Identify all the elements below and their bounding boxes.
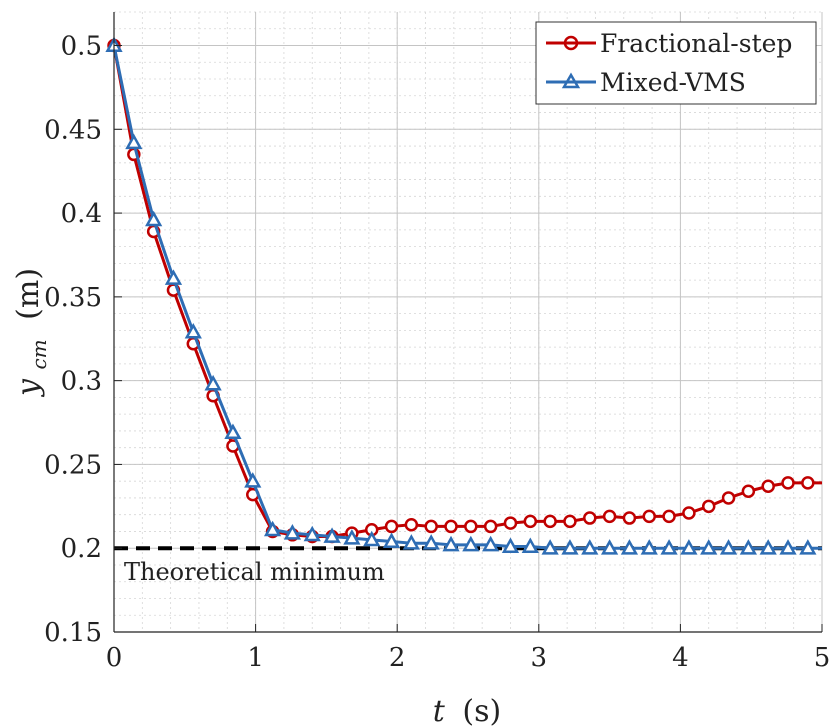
y-axis-label: y cm (m) [11, 268, 54, 398]
data-point-mixed-vms [363, 530, 381, 547]
data-point-fractional-step [721, 491, 736, 505]
x-axis-variable: t [433, 694, 446, 727]
data-point-fractional-step [483, 519, 498, 534]
axes [113, 12, 822, 633]
data-point-mixed-vms [759, 539, 777, 555]
data-point-mixed-vms [660, 539, 678, 555]
data-point-fractional-step [642, 509, 656, 524]
data-point-fractional-step [761, 479, 775, 493]
data-point-mixed-vms [204, 374, 222, 391]
legend-marker-mixed-vms [561, 72, 581, 89]
y-tick-label-0.2: 0.2 [61, 534, 102, 564]
reference-line-label: Theoretical minimum [124, 558, 385, 586]
y-axis-variable: y [11, 378, 46, 398]
data-point-mixed-vms [145, 210, 163, 227]
data-point-fractional-step [563, 514, 577, 529]
x-tick-label-2: 2 [389, 643, 406, 673]
data-point-fractional-step [602, 509, 617, 524]
data-point-fractional-step [404, 518, 419, 532]
y-axis-unit: (m) [11, 268, 46, 320]
data-point-mixed-vms [700, 539, 718, 555]
data-point-fractional-step [523, 514, 538, 529]
data-point-mixed-vms [482, 535, 500, 552]
data-point-mixed-vms [541, 539, 559, 555]
x-axis-unit: (s) [462, 694, 501, 727]
data-point-fractional-step [583, 511, 597, 525]
data-point-mixed-vms [462, 535, 480, 552]
y-tick-label-0.35: 0.35 [44, 283, 102, 313]
data-point-fractional-step [682, 506, 696, 520]
data-point-mixed-vms [779, 539, 797, 555]
data-point-mixed-vms [244, 472, 262, 488]
data-point-mixed-vms [719, 539, 738, 555]
data-point-mixed-vms [422, 534, 440, 550]
data-point-mixed-vms [164, 269, 183, 285]
x-tick-label-3: 3 [531, 643, 548, 673]
legend-box [535, 21, 817, 105]
data-point-fractional-step [701, 499, 716, 514]
data-point-mixed-vms [323, 527, 341, 543]
data-point-mixed-vms [640, 539, 658, 555]
data-point-fractional-step [801, 476, 815, 490]
data-point-fractional-step [662, 509, 676, 524]
data-point-mixed-vms [125, 133, 143, 150]
data-point-mixed-vms [680, 539, 698, 555]
data-point-fractional-step [543, 514, 557, 529]
x-axis-label: t (s) [433, 694, 501, 727]
data-point-fractional-step [424, 519, 438, 534]
y-tick-label-0.5: 0.5 [61, 32, 102, 62]
y-axis-ticks: 0.15 0.2 0.25 0.3 0.35 0.4 0.45 0.5 [44, 32, 122, 648]
y-tick-label-0.25: 0.25 [44, 450, 102, 480]
x-axis-ticks: 0 1 2 3 4 5 [106, 624, 830, 673]
x-tick-label-1: 1 [247, 643, 264, 673]
x-tick-label-0: 0 [106, 643, 123, 673]
data-point-mixed-vms [224, 423, 242, 440]
data-point-fractional-step [444, 519, 458, 534]
data-point-fractional-step [781, 476, 795, 490]
data-point-mixed-vms [620, 539, 639, 555]
y-tick-label-0.3: 0.3 [61, 367, 102, 397]
data-point-mixed-vms [382, 532, 401, 548]
y-tick-label-0.45: 0.45 [44, 115, 102, 145]
plot-area [105, 36, 822, 555]
x-tick-label-4: 4 [672, 643, 689, 673]
data-point-mixed-vms [521, 537, 539, 553]
data-point-mixed-vms [501, 537, 520, 553]
data-point-fractional-step [622, 511, 637, 525]
legend-marker-fractional-step [563, 35, 579, 51]
data-point-mixed-vms [442, 535, 460, 552]
data-point-mixed-vms [799, 539, 817, 555]
data-point-mixed-vms [739, 539, 757, 555]
data-point-fractional-step [503, 516, 518, 530]
data-point-mixed-vms [184, 322, 202, 339]
data-point-fractional-step [741, 484, 756, 498]
data-point-mixed-vms [581, 539, 599, 555]
y-axis-subscript: cm [27, 339, 51, 369]
y-tick-label-0.4: 0.4 [61, 199, 102, 229]
legend: Fractional-step Mixed-VMS [535, 21, 817, 105]
data-point-fractional-step [384, 519, 399, 534]
data-point-mixed-vms [402, 534, 420, 550]
data-point-mixed-vms [600, 539, 619, 555]
legend-label-fractional-step: Fractional-step [600, 29, 792, 58]
data-point-mixed-vms [263, 520, 282, 537]
y-tick-label-0.15: 0.15 [44, 618, 102, 648]
data-point-mixed-vms [343, 529, 361, 545]
data-point-mixed-vms [561, 539, 579, 555]
legend-label-mixed-vms: Mixed-VMS [600, 68, 746, 97]
data-point-fractional-step [464, 519, 478, 534]
x-tick-label-5: 5 [814, 643, 830, 673]
data-point-mixed-vms [303, 525, 321, 542]
data-point-mixed-vms [283, 524, 302, 540]
